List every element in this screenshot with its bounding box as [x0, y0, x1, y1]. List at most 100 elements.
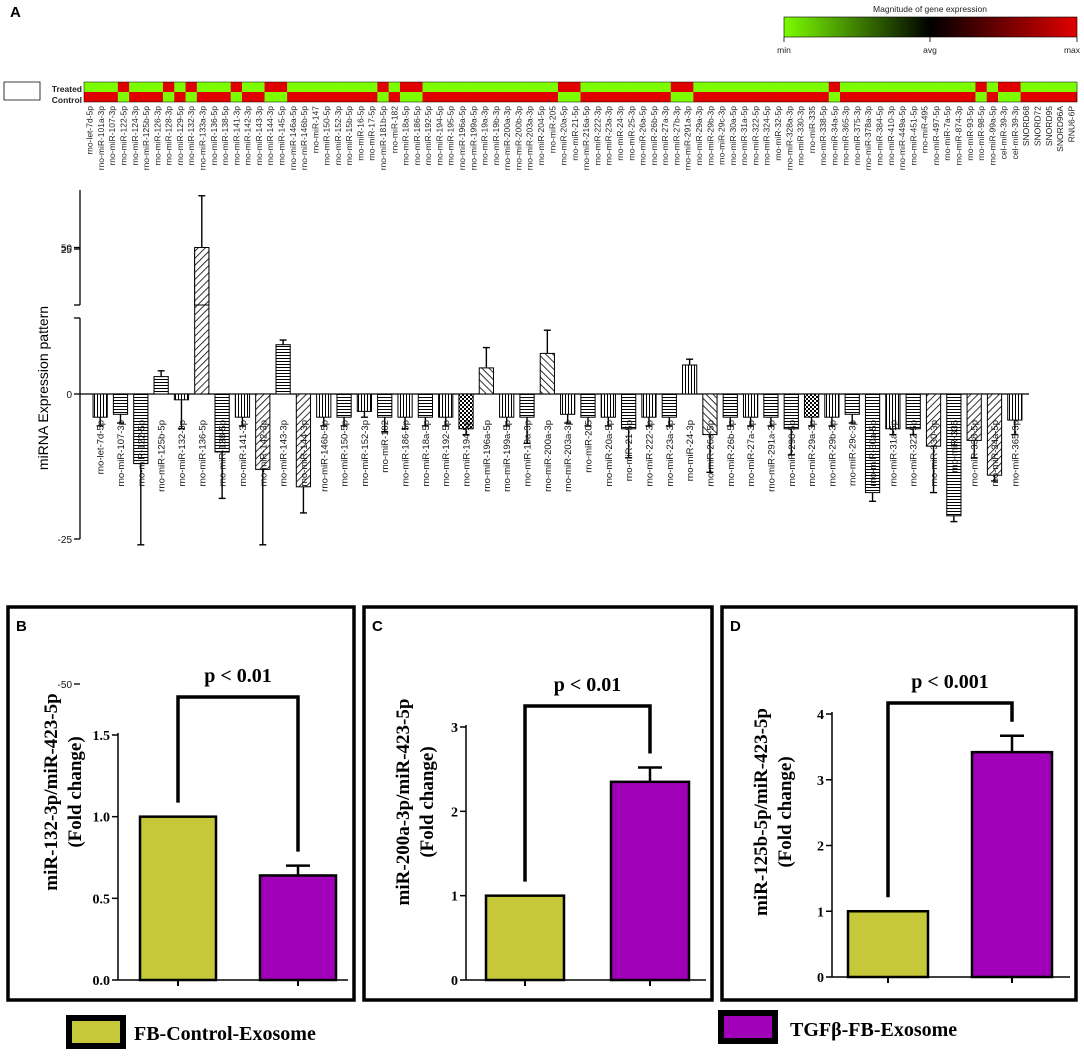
heatmap-column-label: rno-miR-182 — [389, 106, 399, 154]
heatmap-frame — [83, 81, 1078, 103]
heatmap-cell-treated — [354, 82, 367, 92]
heatmap-cell-treated — [106, 82, 119, 92]
heatmap-cell-control — [648, 92, 660, 102]
heatmap-cell-control — [84, 92, 96, 102]
heatmap-column-label: rno-miR-27b-3p — [671, 106, 681, 166]
heatmap-column-label: rno-miR-26b-5p — [649, 106, 659, 166]
legend: FB-Control-Exosome TGFβ-FB-Exosome — [66, 1010, 957, 1049]
heatmap-cell-control — [603, 92, 615, 102]
panel-frame — [362, 605, 714, 1002]
heatmap-column-label: rno-miR-147 — [310, 106, 320, 154]
scale-avg-label: avg — [923, 45, 937, 55]
expression-bar-upper — [194, 247, 210, 306]
heatmap-cell-treated — [524, 82, 536, 92]
heatmap-column-label: rno-miR-335 — [807, 106, 817, 154]
heatmap-cell-treated — [569, 82, 581, 92]
expression-category-label: rno-miR-330-3p — [929, 420, 940, 487]
y-tick-label: 3 — [817, 774, 824, 789]
heatmap-cell-treated — [862, 82, 875, 92]
dendrogram-bracket — [3, 81, 41, 101]
heatmap-cell-control — [1065, 92, 1078, 102]
y-tick-label: 0 — [451, 974, 458, 989]
heatmap-cell-control — [738, 92, 751, 102]
bar-control — [484, 894, 566, 982]
expression-bar — [397, 393, 413, 418]
heatmap-cell-control — [287, 92, 299, 102]
heatmap-column-label: SNORD68 — [1021, 106, 1031, 146]
y-axis-label-line1: miR-200a-3p/miR-423-5p — [393, 699, 414, 906]
p-value: p < 0.001 — [911, 671, 989, 693]
heatmap-cell-treated — [219, 82, 231, 92]
heatmap-cell-control — [704, 92, 717, 102]
heatmap-column-label: rno-miR-152-3p — [333, 106, 343, 166]
heatmap-column-label: rno-miR-25-3p — [626, 106, 636, 161]
expression-category-label: rno-miR-335 — [949, 420, 960, 473]
panel-letter-a: A — [10, 4, 21, 21]
expression-bar — [600, 393, 616, 418]
heatmap-cell-treated — [467, 82, 480, 92]
heatmap-column-label: rno-miR-122-5p — [118, 106, 128, 166]
heatmap-cell-treated — [930, 82, 942, 92]
heatmap-cell-control — [117, 92, 130, 102]
heatmap-cell-control — [422, 92, 435, 102]
expression-bars — [92, 195, 1023, 546]
y-tick-label: 1.0 — [93, 811, 111, 826]
heatmap-cell-treated — [1065, 82, 1078, 92]
y-tick-label: -50 — [58, 680, 73, 691]
scale-gradient — [783, 16, 1078, 38]
heatmap-cell-control — [625, 92, 638, 102]
heatmap-cell-treated — [919, 82, 931, 92]
y-tick-label: 1 — [817, 905, 824, 920]
heatmap-cell-control — [264, 92, 277, 102]
panel-a: A Magnitude of gene expression min avg m… — [3, 4, 1081, 171]
heatmap-cell-control — [490, 92, 502, 102]
heatmap-cell-treated — [636, 82, 649, 92]
y-axis-label-line2: (Fold change) — [65, 736, 86, 847]
panel-letter: D — [730, 618, 741, 635]
legend-swatch-tgf — [724, 1016, 772, 1038]
expression-category-label: rno-miR-19a-3p — [523, 420, 534, 487]
heatmap-cell-control — [253, 92, 265, 102]
heatmap-column-label: rno-miR-328a-3p — [784, 106, 794, 171]
heatmap-cell-treated — [95, 82, 107, 92]
heatmap-cell-control — [1009, 92, 1021, 102]
expression-category-label: rno-miR-34a-5p — [990, 420, 1001, 487]
heatmap-cell-control — [241, 92, 254, 102]
heatmap-cell-treated — [162, 82, 175, 92]
heatmap-cell-treated — [761, 82, 773, 92]
expression-bar — [112, 393, 129, 415]
expression-category-label: rno-miR-144-3p — [299, 420, 310, 487]
heatmap-cell-control — [896, 92, 909, 102]
expression-bar — [722, 393, 738, 418]
heatmap-cell-control — [298, 92, 310, 102]
heatmap-cell-treated — [535, 82, 547, 92]
heatmap-column-label: rno-miR-143-3p — [254, 106, 264, 166]
expression-bar — [275, 344, 291, 395]
heatmap-cell-treated — [275, 82, 288, 92]
heatmap-cell-control — [806, 92, 818, 102]
expression-bar — [1007, 393, 1023, 421]
significance-bracket — [523, 704, 652, 882]
y-axis-label: miR-200a-3p/miR-423-5p (Fold change) — [393, 699, 438, 906]
heatmap-cell-treated — [174, 82, 186, 92]
heatmap-cell-treated — [512, 82, 525, 92]
heatmap-cell-treated — [749, 82, 762, 92]
row-label-treated: Treated — [52, 84, 82, 94]
heatmap-cell-control — [343, 92, 356, 102]
heatmap-cell-treated — [230, 82, 243, 92]
heatmap-column-label: rno-miR-200b-3p — [513, 106, 523, 171]
heatmap-cell-control — [377, 92, 389, 102]
heatmap-cell-treated — [873, 82, 886, 92]
heatmap-column-label: rno-miR-99a-5p — [987, 106, 997, 166]
expression-bar — [356, 393, 373, 412]
heatmap-column-label: rno-miR-29c-3p — [717, 106, 727, 165]
heatmap-cell-control — [986, 92, 999, 102]
heatmap-column-label: RNU6-6P — [1066, 106, 1076, 143]
heatmap-column-label: rno-miR-205 — [547, 106, 557, 154]
y-tick-label: 1 — [451, 890, 458, 905]
expression-bar — [580, 393, 596, 418]
expression-category-label: rno-miR-199a-5p — [502, 420, 513, 492]
heatmap-cell-treated — [1009, 82, 1021, 92]
